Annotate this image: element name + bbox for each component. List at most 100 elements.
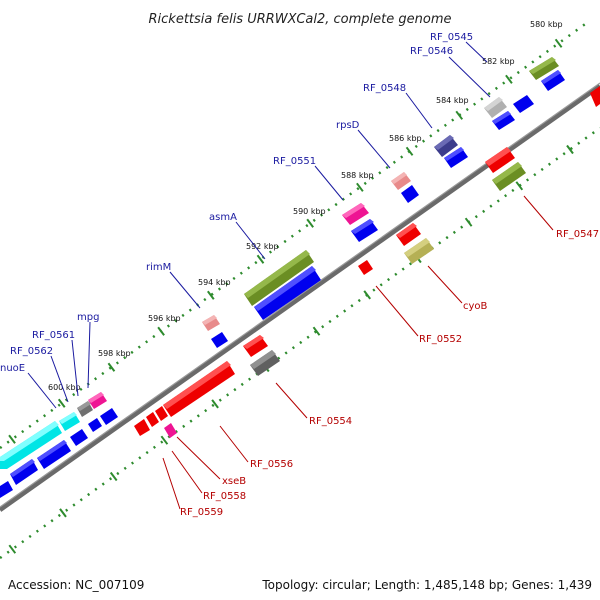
cds-forward[interactable] <box>401 185 419 203</box>
scale-tick <box>157 326 165 336</box>
feature-block[interactable] <box>202 315 220 331</box>
scale-labels: 580 kbp 582 kbp 584 kbp 586 kbp 588 kbp … <box>48 20 563 392</box>
gene-label[interactable]: xseB <box>222 476 246 487</box>
cds-reverse[interactable] <box>590 86 600 107</box>
cds-forward[interactable] <box>70 429 88 446</box>
feature-block[interactable] <box>342 203 369 225</box>
scale-tick <box>57 398 66 408</box>
cds-reverse[interactable] <box>358 260 373 275</box>
gene-label[interactable]: RF_0548 <box>363 83 406 94</box>
map-title: Rickettsia felis URRWXCal2, complete gen… <box>149 12 452 27</box>
feature-block[interactable] <box>492 162 526 191</box>
feature-block[interactable] <box>391 172 411 190</box>
feature-block[interactable] <box>250 350 280 376</box>
cds-forward[interactable] <box>541 70 565 91</box>
cds-forward[interactable] <box>88 418 102 432</box>
accession-text: Accession: NC_007109 <box>8 578 145 592</box>
backbone-line <box>0 84 600 512</box>
cds-forward[interactable] <box>37 440 71 469</box>
scale-tick <box>363 290 372 300</box>
inner-gene-labels: RF_0547 cyoB RF_0552 RF_0554 RF_0556 xse… <box>180 229 599 518</box>
backbone-highlight <box>0 82 600 508</box>
scale-tick <box>8 434 16 444</box>
gene-label[interactable]: RF_0546 <box>410 46 453 57</box>
scale-tick <box>8 544 17 554</box>
cds-forward[interactable] <box>0 481 13 498</box>
cds-reverse[interactable] <box>163 361 235 417</box>
scale-tick <box>464 217 473 227</box>
feature-block[interactable] <box>434 135 458 157</box>
gene-label[interactable]: asmA <box>209 212 237 223</box>
feature-blocks <box>0 57 600 498</box>
scale-ticks <box>8 38 574 554</box>
gene-label[interactable]: RF_0552 <box>419 334 462 345</box>
cds-forward[interactable] <box>492 111 515 130</box>
scale-label: 598 kbp <box>98 349 131 358</box>
gene-label[interactable]: RF_0547 <box>556 229 599 240</box>
feature-block[interactable] <box>529 57 559 80</box>
inner-dotted-track <box>0 126 600 560</box>
scale-tick <box>312 326 321 336</box>
inner-track-line <box>0 126 600 560</box>
gene-label[interactable]: RF_0554 <box>309 416 352 427</box>
scale-label: 584 kbp <box>436 96 469 105</box>
feature-block[interactable] <box>0 421 62 469</box>
feature-block[interactable] <box>59 412 80 431</box>
gene-label[interactable]: rpsD <box>336 120 360 131</box>
feature-block[interactable] <box>164 423 177 438</box>
scale-label: 594 kbp <box>198 278 231 287</box>
scale-label: 586 kbp <box>389 134 422 143</box>
cds-reverse[interactable] <box>134 419 150 436</box>
cds-reverse[interactable] <box>146 412 159 427</box>
gene-label[interactable]: RF_0545 <box>430 32 473 43</box>
feature-block[interactable] <box>77 401 93 417</box>
scale-label: 580 kbp <box>530 20 563 29</box>
gene-label[interactable]: RF_0561 <box>32 330 75 341</box>
outer-gene-labels: RF_0545 RF_0546 RF_0548 rpsD RF_0551 asm… <box>0 32 473 374</box>
cds-forward[interactable] <box>513 95 534 113</box>
feature-block[interactable] <box>484 97 507 118</box>
scale-tick <box>554 38 563 48</box>
cds-forward[interactable] <box>100 408 118 425</box>
scale-tick <box>107 362 116 372</box>
scale-label: 590 kbp <box>293 207 326 216</box>
scale-tick <box>566 144 574 155</box>
scale-tick <box>256 254 265 264</box>
cds-forward[interactable] <box>351 219 378 242</box>
gene-label[interactable]: cyoB <box>463 301 488 312</box>
gene-label[interactable]: RF_0556 <box>250 459 293 470</box>
cds-reverse[interactable] <box>485 147 515 173</box>
cds-forward[interactable] <box>211 332 228 348</box>
feature-block[interactable] <box>244 250 314 306</box>
feature-block[interactable] <box>404 238 434 264</box>
label-leaders <box>27 41 554 510</box>
cds-forward[interactable] <box>254 266 321 320</box>
scale-tick <box>206 290 215 300</box>
cds-reverse[interactable] <box>396 223 421 246</box>
scale-tick <box>306 218 314 228</box>
gene-label[interactable]: RF_0551 <box>273 156 316 167</box>
scale-tick <box>211 399 219 409</box>
scale-tick <box>505 74 513 84</box>
scale-tick <box>405 146 414 156</box>
cds-forward[interactable] <box>444 147 468 168</box>
gene-label[interactable]: rimM <box>146 262 171 273</box>
feature-block[interactable] <box>88 392 107 409</box>
scale-label: 588 kbp <box>341 171 374 180</box>
gene-label[interactable]: RF_0558 <box>203 491 246 502</box>
gene-label[interactable]: RF_0562 <box>10 346 53 357</box>
cds-reverse[interactable] <box>155 406 168 421</box>
cds-forward[interactable] <box>10 459 38 485</box>
scale-tick <box>455 110 464 120</box>
cds-reverse[interactable] <box>243 335 268 357</box>
gene-label[interactable]: RF_0559 <box>180 507 223 518</box>
scale-label: 582 kbp <box>482 57 515 66</box>
gene-label[interactable]: nuoE <box>0 363 25 374</box>
gene-label[interactable]: mpg <box>77 312 99 323</box>
scale-tick <box>109 471 118 482</box>
scale-label: 592 kbp <box>246 242 279 251</box>
genome-summary-text: Topology: circular; Length: 1,485,148 bp… <box>262 578 592 592</box>
scale-tick <box>59 508 67 518</box>
scale-label: 600 kbp <box>48 383 81 392</box>
